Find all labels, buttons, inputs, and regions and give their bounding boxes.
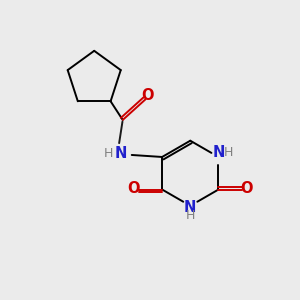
Text: H: H <box>224 146 233 159</box>
Text: H: H <box>186 209 195 222</box>
Text: O: O <box>241 181 253 196</box>
Text: N: N <box>213 146 225 160</box>
Text: H: H <box>103 147 113 160</box>
Text: O: O <box>127 181 140 196</box>
Text: N: N <box>115 146 128 161</box>
Text: N: N <box>184 200 196 215</box>
Text: O: O <box>142 88 154 103</box>
